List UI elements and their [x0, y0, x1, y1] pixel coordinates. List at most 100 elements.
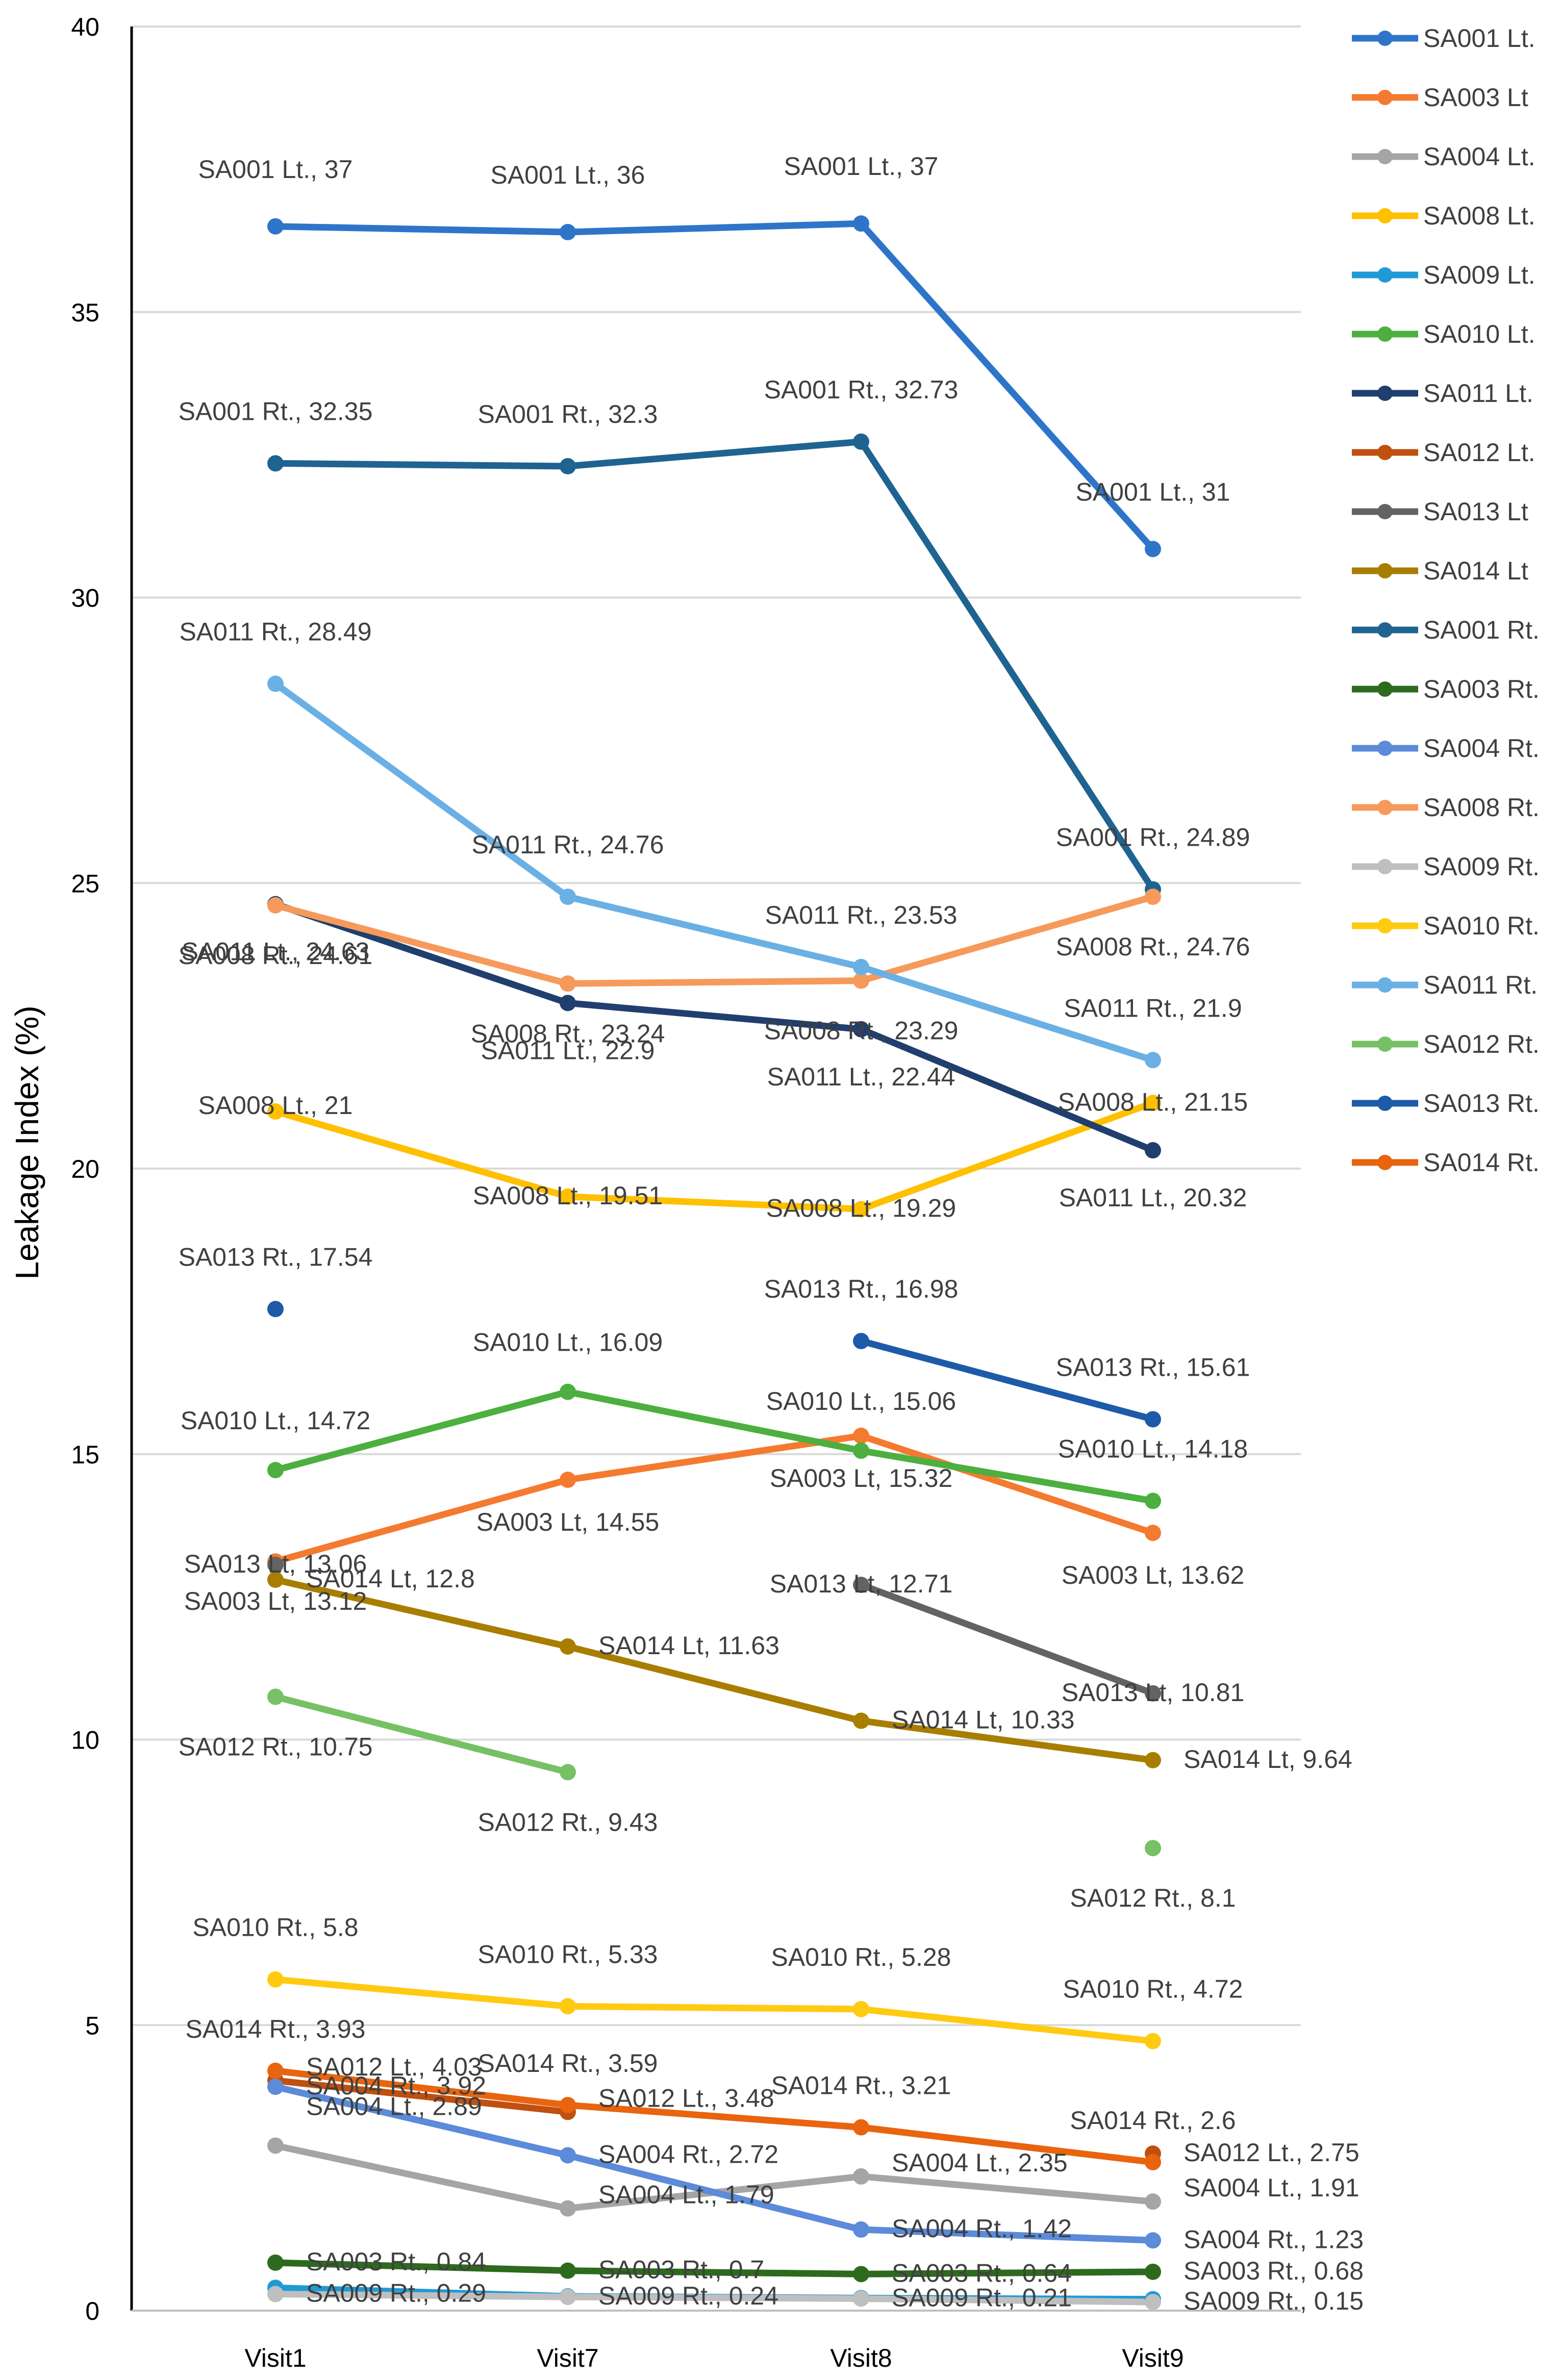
data-label-sa014-rt: SA014 Rt., 3.59	[477, 2049, 658, 2078]
data-point-sa008-rt	[1145, 889, 1161, 905]
data-label-sa010-lt: SA010 Lt., 16.09	[473, 1328, 663, 1357]
data-point-sa004-lt	[267, 2137, 284, 2154]
series-line-sa004-rt	[564, 2151, 865, 2233]
data-label-sa011-lt: SA011 Lt., 24.63	[182, 938, 370, 966]
data-point-sa003-lt	[1145, 1525, 1161, 1541]
data-point-sa010-rt	[560, 1998, 576, 2015]
data-label-sa012-lt: SA012 Lt., 3.48	[598, 2084, 774, 2112]
series-line-sa001-rt	[564, 438, 865, 470]
data-point-sa008-lt	[853, 1201, 869, 1218]
legend-label-sa013-lt: SA013 Lt	[1423, 497, 1528, 526]
legend-label-sa003-lt: SA003 Lt	[1423, 83, 1528, 112]
y-tick-label: 30	[71, 584, 99, 613]
legend-marker-sa011-rt	[1377, 977, 1393, 993]
data-point-sa010-rt	[853, 2001, 869, 2017]
legend-marker-sa003-lt	[1377, 90, 1393, 105]
data-label-sa004-lt: SA004 Lt., 1.79	[598, 2181, 774, 2209]
data-point-sa010-lt	[853, 1442, 869, 1459]
legend-marker-sa013-rt	[1377, 1096, 1393, 1111]
data-label-sa010-rt: SA010 Rt., 5.28	[771, 1943, 951, 1971]
data-point-sa008-lt	[267, 1103, 284, 1120]
data-label-sa004-rt: SA004 Rt., 1.23	[1184, 2225, 1364, 2254]
data-label-sa014-lt: SA014 Lt, 12.8	[306, 1564, 475, 1593]
data-point-sa004-rt	[853, 2221, 869, 2238]
series-line-sa003-lt	[858, 1432, 1156, 1536]
data-label-sa012-rt: SA012 Rt., 8.1	[1070, 1884, 1236, 1912]
legend-marker-sa009-rt	[1377, 859, 1393, 874]
data-label-sa011-rt: SA011 Rt., 23.53	[765, 901, 957, 929]
data-label-sa009-rt: SA009 Rt., 0.29	[306, 2279, 486, 2308]
data-label-sa012-lt: SA012 Lt., 2.75	[1184, 2138, 1359, 2167]
data-label-sa008-rt: SA008 Rt., 23.29	[764, 1017, 959, 1045]
series-line-sa009-rt	[272, 2291, 571, 2300]
y-tick-label: 15	[71, 1440, 99, 1469]
data-label-sa013-rt: SA013 Rt., 15.61	[1056, 1353, 1250, 1381]
data-point-sa013-rt	[853, 1333, 869, 1350]
data-point-sa003-lt	[560, 1472, 576, 1488]
data-label-sa003-rt: SA003 Rt., 0.7	[598, 2256, 764, 2284]
data-point-sa008-rt	[560, 975, 576, 992]
series-line-sa008-rt	[564, 977, 865, 987]
data-point-sa001-rt	[560, 458, 576, 475]
series-line-sa001-rt	[272, 460, 571, 470]
data-point-sa004-lt	[853, 2168, 869, 2185]
data-point-sa003-rt	[853, 2266, 869, 2283]
data-label-sa009-rt: SA009 Rt., 0.21	[892, 2283, 1072, 2312]
data-point-sa013-lt	[853, 1577, 869, 1593]
series-line-sa011-lt	[564, 999, 865, 1033]
data-label-sa011-lt: SA011 Lt., 22.44	[767, 1062, 955, 1091]
series-line-sa004-rt	[272, 2083, 571, 2159]
series-line-sa012-rt	[272, 1693, 571, 1776]
legend-label-sa010-rt: SA010 Rt.	[1423, 912, 1540, 940]
data-point-sa013-lt	[267, 1556, 284, 1573]
axes	[130, 27, 1301, 2312]
y-tick-label: 10	[71, 1726, 99, 1755]
legend-label-sa008-lt: SA008 Lt.	[1423, 201, 1535, 230]
data-label-sa014-lt: SA014 Lt, 9.64	[1184, 1745, 1352, 1774]
series-line-sa001-lt	[272, 223, 571, 236]
data-label-sa001-rt: SA001 Rt., 32.73	[764, 375, 959, 404]
legend-marker-sa003-rt	[1377, 681, 1393, 697]
data-point-sa008-lt	[1145, 1095, 1161, 1111]
series-line-sa014-rt	[564, 2102, 865, 2131]
series-line-sa014-rt	[858, 2124, 1156, 2166]
data-label-sa008-rt: SA008 Rt., 23.24	[471, 1019, 665, 1048]
legend-label-sa003-rt: SA003 Rt.	[1423, 675, 1540, 703]
data-point-sa013-rt	[1145, 1411, 1161, 1428]
legend-marker-sa011-lt	[1377, 386, 1393, 401]
data-point-sa003-rt	[267, 2254, 284, 2271]
series-line-sa004-lt	[272, 2142, 571, 2212]
data-label-sa012-rt: SA012 Rt., 9.43	[477, 1808, 658, 1836]
legend-marker-sa014-rt	[1377, 1155, 1393, 1170]
data-label-sa012-lt: SA012 Lt., 4.03	[306, 2053, 482, 2081]
series-line-sa014-lt	[858, 1717, 1156, 1764]
y-tick-label: 25	[71, 869, 99, 898]
data-point-sa008-rt	[267, 897, 284, 914]
data-label-sa008-rt: SA008 Rt., 24.61	[179, 941, 373, 970]
data-point-sa010-lt	[1145, 1492, 1161, 1509]
data-point-sa009-rt	[1145, 2294, 1161, 2311]
data-point-sa011-lt	[560, 995, 576, 1011]
data-point-sa011-rt	[853, 958, 869, 975]
data-point-sa001-lt	[560, 224, 576, 241]
series-line-sa011-rt	[858, 964, 1156, 1064]
series-line-sa014-rt	[272, 2067, 571, 2109]
data-label-sa013-lt: SA013 Lt, 12.71	[770, 1569, 953, 1598]
data-label-sa003-lt: SA003 Lt, 13.12	[184, 1587, 367, 1615]
data-label-sa014-rt: SA014 Rt., 2.6	[1070, 2106, 1236, 2135]
legend-label-sa014-rt: SA014 Rt.	[1423, 1148, 1540, 1177]
legend-label-sa004-lt: SA004 Lt.	[1423, 142, 1535, 171]
data-point-sa011-rt	[267, 675, 284, 692]
y-tick-label: 5	[85, 2011, 99, 2040]
data-point-sa004-lt	[1145, 2193, 1161, 2210]
data-label-sa004-lt: SA004 Lt., 2.89	[306, 2092, 482, 2120]
data-label-sa014-lt: SA014 Lt, 11.63	[598, 1631, 779, 1660]
data-label-sa008-lt: SA008 Lt., 19.29	[766, 1194, 956, 1222]
series-lines	[272, 220, 1156, 2306]
data-label-sa003-lt: SA003 Lt, 13.62	[1062, 1561, 1245, 1589]
data-labels: SA001 Lt., 37 SA001 Lt., 36 SA001 Lt., 37 S…	[179, 152, 1364, 2315]
data-label-sa008-lt: SA008 Lt., 21	[198, 1091, 353, 1120]
legend-label-sa013-rt: SA013 Rt.	[1423, 1089, 1540, 1118]
data-label-sa013-rt: SA013 Rt., 16.98	[764, 1275, 959, 1303]
data-label-sa010-rt: SA010 Rt., 4.72	[1063, 1975, 1243, 2004]
